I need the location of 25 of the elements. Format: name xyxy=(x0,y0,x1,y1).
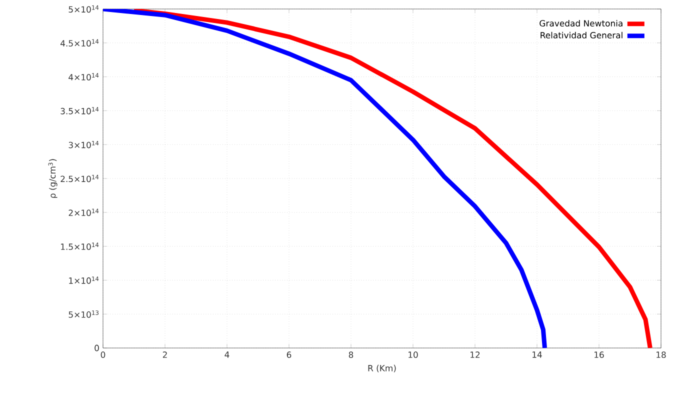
legend-label: Gravedad Newtonia xyxy=(540,20,622,27)
y-tick-label: 2.5×10$^{14}$ xyxy=(60,174,99,182)
x-tick-label: 18 xyxy=(656,352,666,358)
x-tick-label: 16 xyxy=(594,352,604,358)
y-tick-label: 5×10$^{14}$ xyxy=(68,5,99,13)
x-axis-title: R (Km) xyxy=(368,364,396,372)
x-tick-label: 10 xyxy=(408,352,418,358)
y-tick-label: 5×10$^{13}$ xyxy=(68,310,99,318)
y-tick-label: 1.5×10$^{14}$ xyxy=(61,242,99,250)
x-tick-label: 8 xyxy=(348,352,354,358)
x-tick-label: 6 xyxy=(286,352,292,358)
x-tick-label: 4 xyxy=(224,352,230,358)
x-tick-label: 14 xyxy=(532,352,542,358)
legend-label: Relatividad General xyxy=(540,32,622,38)
y-tick-label: 1×10$^{14}$ xyxy=(69,276,99,284)
y-tick-label: 4.5×10$^{14}$ xyxy=(60,39,99,47)
x-tick-label: 12 xyxy=(470,352,480,358)
y-tick-label: 2×10$^{14}$ xyxy=(68,208,99,216)
y-tick-label: 3.5×10$^{14}$ xyxy=(60,107,99,114)
y-tick-label: 3×10$^{14}$ xyxy=(68,140,99,148)
x-tick-label: 0 xyxy=(100,352,106,358)
x-tick-label: 2 xyxy=(162,352,167,358)
y-tick-label: 4×10$^{14}$ xyxy=(68,73,99,80)
y-tick-label: 0 xyxy=(94,344,99,352)
y-axis-title: ρ (g/cm$^{3}$) xyxy=(48,159,58,198)
